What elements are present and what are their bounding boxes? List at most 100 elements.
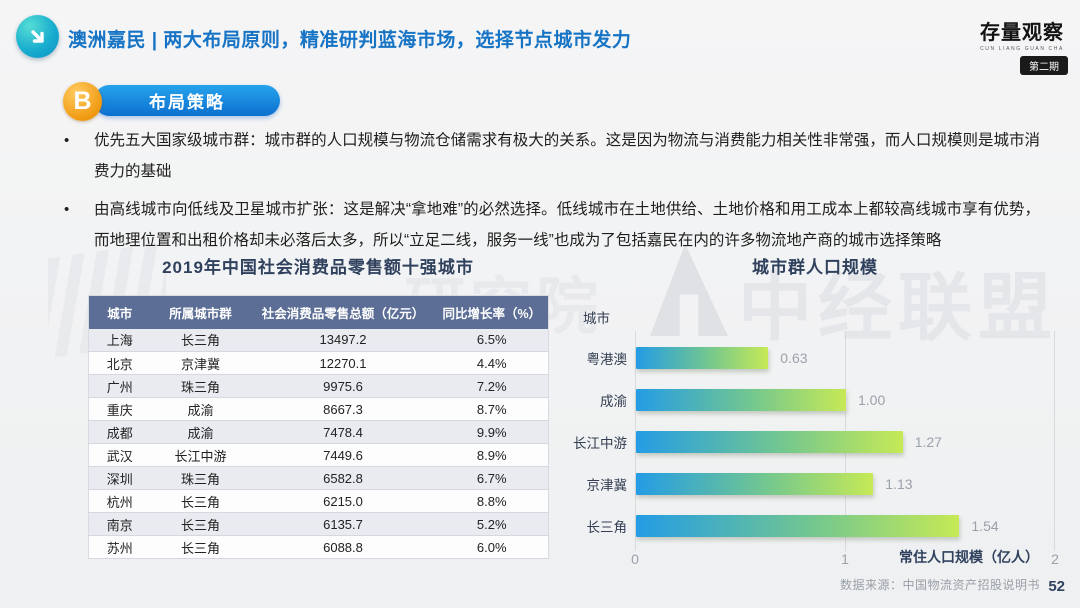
table-cell: 6.7% bbox=[435, 466, 549, 490]
table-cell: 珠三角 bbox=[150, 374, 251, 398]
table-cell: 4.4% bbox=[435, 351, 549, 375]
chart-title: 城市群人口规模 bbox=[752, 258, 878, 277]
gridline bbox=[1054, 331, 1055, 551]
table-cell: 8.8% bbox=[435, 489, 549, 513]
watermark-text-right: 中经联盟 bbox=[738, 266, 1058, 349]
brand-badge: 存量观察 CUN LIANG GUAN CHA 第二期 bbox=[976, 16, 1068, 75]
table-row: 重庆 成渝 8667.3 8.7% bbox=[88, 397, 549, 421]
table-cell: 6088.8 bbox=[250, 535, 436, 559]
table-cell: 8667.3 bbox=[250, 397, 436, 421]
chart-y-axis-label: 城市 bbox=[583, 311, 610, 326]
table-header-cell: 同比增长率（%） bbox=[435, 295, 549, 329]
table-cell: 杭州 bbox=[88, 489, 151, 513]
bar-category-label: 京津冀 bbox=[586, 478, 628, 493]
data-source-note: 数据来源：中国物流资产招股说明书 bbox=[839, 578, 1040, 592]
section-pill: 布局策略 bbox=[94, 85, 280, 116]
chart-x-axis-label: 常住人口规模（亿人） bbox=[899, 549, 1039, 565]
table-row: 武汉 长江中游 7449.6 8.9% bbox=[88, 443, 549, 467]
table-cell: 长三角 bbox=[150, 535, 251, 559]
table-cell: 广州 bbox=[88, 374, 151, 398]
table-cell: 长三角 bbox=[150, 512, 251, 536]
section-letter-badge: B bbox=[63, 82, 102, 121]
table-cell: 重庆 bbox=[88, 397, 151, 421]
table-row: 苏州 长三角 6088.8 6.0% bbox=[88, 535, 549, 559]
bar bbox=[636, 473, 874, 495]
table-cell: 6.0% bbox=[435, 535, 549, 559]
table-header-cell: 所属城市群 bbox=[150, 295, 251, 329]
table-cell: 长三角 bbox=[150, 489, 251, 513]
table-row: 南京 长三角 6135.7 5.2% bbox=[88, 512, 549, 536]
bar bbox=[636, 431, 903, 453]
gridline bbox=[635, 331, 636, 551]
table-cell: 9.9% bbox=[435, 420, 549, 444]
table-row: 深圳 珠三角 6582.8 6.7% bbox=[88, 466, 549, 490]
bar-value-label: 1.54 bbox=[971, 518, 999, 534]
bar-category-label: 成渝 bbox=[600, 394, 627, 409]
bar-category-label: 长江中游 bbox=[573, 436, 627, 451]
table-cell: 6135.7 bbox=[250, 512, 436, 536]
bullet-item: • 优先五大国家级城市群：城市群的人口规模与物流仓储需求有极大的关系。这是因为物… bbox=[64, 125, 1040, 187]
table-cell: 成渝 bbox=[150, 397, 251, 421]
table-cell: 6582.8 bbox=[250, 466, 436, 490]
table-row: 上海 长三角 13497.2 6.5% bbox=[88, 328, 549, 352]
bullet-dot: • bbox=[64, 201, 70, 218]
arrow-circle-icon bbox=[16, 15, 59, 58]
table-cell: 长江中游 bbox=[150, 443, 251, 467]
x-axis-tick: 2 bbox=[1051, 551, 1059, 567]
brand-name: 存量观察 bbox=[980, 22, 1064, 44]
table-header-cell: 社会消费品零售总额（亿元） bbox=[250, 295, 436, 329]
table-cell: 6.5% bbox=[435, 328, 549, 352]
bar bbox=[636, 515, 960, 537]
bullet-list: • 优先五大国家级城市群：城市群的人口规模与物流仓储需求有极大的关系。这是因为物… bbox=[64, 125, 1040, 263]
table-header-row: 城市 所属城市群 社会消费品零售总额（亿元） 同比增长率（%） bbox=[88, 295, 549, 329]
table-cell: 8.7% bbox=[435, 397, 549, 421]
table-cell: 成渝 bbox=[150, 420, 251, 444]
table-title: 2019年中国社会消费品零售额十强城市 bbox=[162, 258, 474, 277]
table-cell: 7.2% bbox=[435, 374, 549, 398]
table-cell: 南京 bbox=[88, 512, 151, 536]
issue-badge: 第二期 bbox=[1020, 56, 1068, 75]
bullet-text: 优先五大国家级城市群：城市群的人口规模与物流仓储需求有极大的关系。这是因为物流与… bbox=[94, 132, 1040, 180]
table-cell: 长三角 bbox=[150, 328, 251, 352]
table-cell: 7449.6 bbox=[250, 443, 436, 467]
table-cell: 7478.4 bbox=[250, 420, 436, 444]
table-row: 广州 珠三角 9975.6 7.2% bbox=[88, 374, 549, 398]
bar-row: 长三角 1.54 bbox=[587, 505, 1055, 547]
bar-row: 长江中游 1.27 bbox=[573, 421, 1055, 463]
down-right-arrow-icon bbox=[30, 29, 44, 43]
brand-subtitle: CUN LIANG GUAN CHA bbox=[980, 46, 1064, 52]
bar-value-label: 1.13 bbox=[885, 476, 913, 492]
bar-value-label: 0.63 bbox=[780, 350, 808, 366]
table-cell: 苏州 bbox=[88, 535, 151, 559]
population-bar-chart: 城市群人口规模 城市 粤港澳 0.63 成渝 1.00 长江中游 1.27 京津冀 1.13 长… bbox=[573, 253, 1059, 593]
table-cell: 9975.6 bbox=[250, 374, 436, 398]
retail-table-body: 上海 长三角 13497.2 6.5% 北京 京津冀 12270.1 4.4% 广州 珠三角 997… bbox=[88, 328, 549, 559]
bullet-text: 由高线城市向低线及卫星城市扩张：这是解决“拿地难”的必然选择。低线城市在土地供给… bbox=[94, 201, 1040, 249]
bar-plot: 粤港澳 0.63 成渝 1.00 长江中游 1.27 京津冀 1.13 长三角 1.54 bbox=[573, 331, 1055, 551]
bar bbox=[636, 389, 846, 411]
table-cell: 8.9% bbox=[435, 443, 549, 467]
bar-category-label: 粤港澳 bbox=[586, 352, 628, 367]
retail-table-panel: 2019年中国社会消费品零售额十强城市 城市 所属城市群 社会消费品零售总额（亿… bbox=[88, 253, 549, 559]
table-cell: 13497.2 bbox=[250, 328, 436, 352]
bar-value-label: 1.27 bbox=[914, 434, 942, 450]
table-header-cell: 城市 bbox=[88, 295, 151, 329]
table-cell: 成都 bbox=[88, 420, 151, 444]
table-cell: 武汉 bbox=[88, 443, 151, 467]
bar bbox=[636, 347, 769, 369]
bullet-dot: • bbox=[64, 132, 70, 149]
table-row: 成都 成渝 7478.4 9.9% bbox=[88, 420, 549, 444]
page-title: 澳洲嘉民 | 两大布局原则，精准研判蓝海市场，选择节点城市发力 bbox=[68, 30, 632, 51]
table-cell: 珠三角 bbox=[150, 466, 251, 490]
retail-table: 城市 所属城市群 社会消费品零售总额（亿元） 同比增长率（%） 上海 长三角 134… bbox=[88, 295, 549, 559]
table-cell: 深圳 bbox=[88, 466, 151, 490]
table-cell: 6215.0 bbox=[250, 489, 436, 513]
bar-row: 京津冀 1.13 bbox=[587, 463, 1055, 505]
bar-value-label: 1.00 bbox=[858, 392, 886, 408]
x-axis-tick: 0 bbox=[631, 551, 639, 567]
table-cell: 京津冀 bbox=[150, 351, 251, 375]
page-number: 52 bbox=[1048, 578, 1065, 595]
bar-category-label: 长三角 bbox=[586, 520, 628, 535]
table-row: 北京 京津冀 12270.1 4.4% bbox=[88, 351, 549, 375]
table-cell: 北京 bbox=[88, 351, 151, 375]
